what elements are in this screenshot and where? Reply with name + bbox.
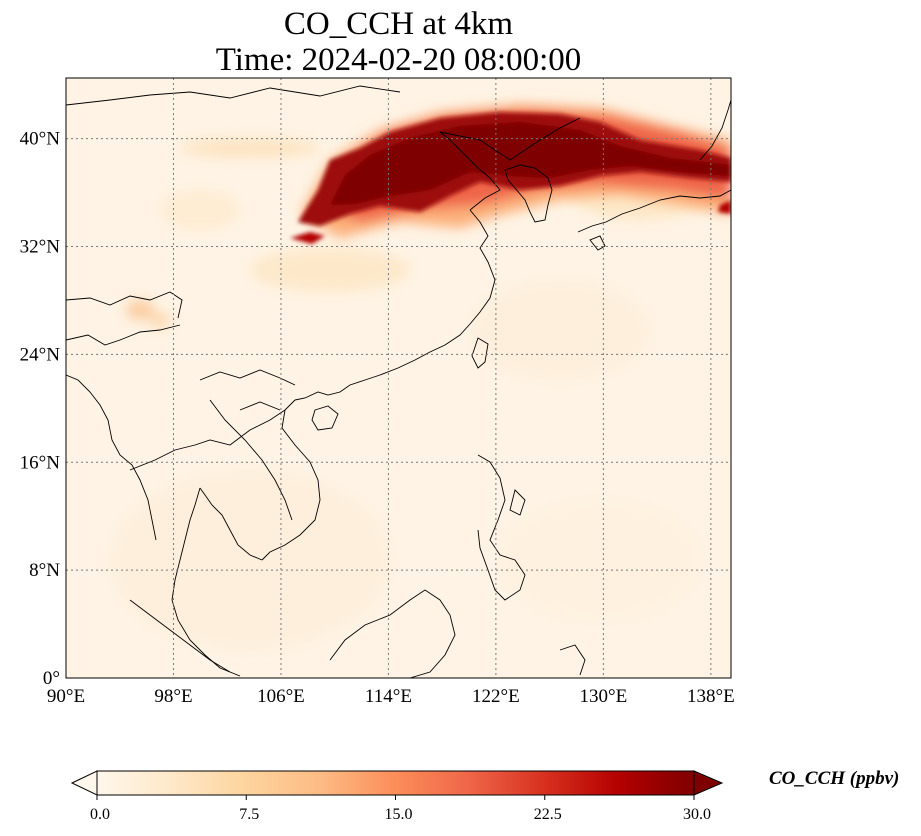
colorbar-extend-min: [70, 770, 98, 796]
lon-tick-label: 106°E: [257, 686, 305, 707]
lon-tick-label: 138°E: [687, 686, 735, 707]
map-frame: [65, 77, 732, 679]
lat-tick-label: 40°N: [20, 129, 61, 150]
map-subtitle-time: Time: 2024-02-20 08:00:00: [215, 42, 582, 78]
lon-tick-label: 90°E: [47, 686, 85, 707]
lat-tick-label: 16°N: [20, 452, 61, 473]
colorbar-gradient: [96, 770, 695, 796]
lat-tick-label: 32°N: [20, 237, 61, 258]
lat-tick-label: 0°: [43, 668, 60, 689]
colorbar-extend-max: [693, 770, 724, 796]
colorbar-label: CO_CCH (ppbv): [769, 768, 900, 789]
colorbar-tick-label: 22.5: [533, 806, 562, 823]
colorbar: [70, 770, 724, 800]
colorbar-tick-label: 15.0: [384, 806, 413, 823]
lat-tick-label: 8°N: [29, 560, 60, 581]
lon-tick-label: 98°E: [154, 686, 192, 707]
colorbar-tick-label: 30.0: [683, 806, 711, 823]
gridlines: [66, 78, 731, 678]
map-title: CO_CCH at 4km: [283, 6, 514, 42]
lon-tick-label: 122°E: [472, 686, 520, 707]
coastlines: [66, 85, 731, 678]
lon-tick-label: 114°E: [365, 686, 412, 707]
colorbar-tick-label: 0.0: [90, 806, 110, 823]
lat-tick-label: 24°N: [20, 344, 61, 365]
concentration-field: [66, 78, 731, 678]
lon-tick-label: 130°E: [580, 686, 628, 707]
colorbar-tick-label: 7.5: [239, 806, 260, 823]
